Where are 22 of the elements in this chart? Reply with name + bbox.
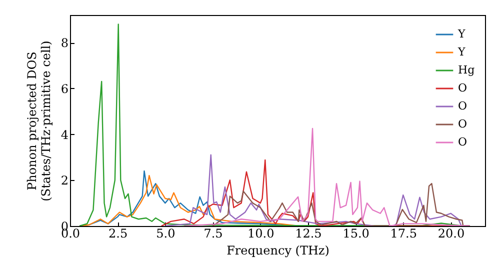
legend-label: Y bbox=[457, 28, 466, 40]
x-tick-label: 2.5 bbox=[108, 226, 128, 240]
x-axis-title: Frequency (THz) bbox=[226, 244, 330, 258]
y-axis-title: Phonon projected DOS (States/THz·primitive cell) bbox=[24, 40, 53, 202]
x-tick-label: 17.5 bbox=[390, 226, 417, 240]
legend-label: O bbox=[458, 118, 468, 130]
legend-label: O bbox=[458, 82, 468, 94]
legend-label: Hg bbox=[458, 64, 475, 76]
x-tick-label: 15.0 bbox=[342, 226, 370, 240]
x-tick-label: 7.5 bbox=[204, 226, 223, 240]
legend-label: Y bbox=[457, 46, 466, 58]
y-tick-label: 4 bbox=[60, 128, 69, 142]
x-tick-label: 20.0 bbox=[438, 226, 465, 240]
y-tick-label: 2 bbox=[60, 174, 68, 188]
y-tick-label: 8 bbox=[60, 36, 68, 50]
x-tick-label: 5.0 bbox=[156, 226, 176, 240]
line-series bbox=[184, 128, 470, 226]
x-tick-label: 12.5 bbox=[295, 226, 322, 240]
x-tick-label: 10.0 bbox=[248, 226, 274, 240]
legend-label: O bbox=[458, 136, 468, 148]
legend-label: O bbox=[458, 100, 468, 112]
y-tick-label: 6 bbox=[60, 82, 68, 96]
